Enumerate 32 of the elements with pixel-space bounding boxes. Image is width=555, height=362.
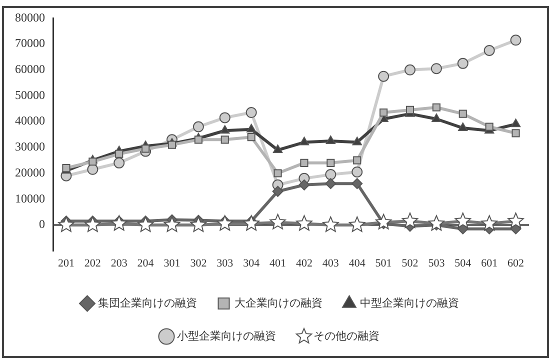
x-tick-label: 403 [322, 257, 340, 270]
x-tick-label: 401 [270, 257, 286, 270]
x-tick-label: 402 [296, 257, 312, 270]
y-tick-label: 40000 [15, 114, 45, 128]
x-tick-label: 404 [348, 257, 366, 270]
y-tick-label: 60000 [15, 62, 45, 76]
x-tick-label: 201 [58, 257, 74, 270]
y-tick-label: 20000 [15, 165, 45, 180]
legend-label: その他の融資 [314, 330, 380, 342]
legend-label: 大企業向けの融資 [234, 296, 322, 310]
y-tick-label: 70000 [15, 36, 45, 50]
x-tick-label: 503 [428, 257, 446, 270]
y-tick-label: 10000 [15, 191, 45, 206]
y-tick-label: 80000 [15, 10, 45, 24]
y-tick-label: 50000 [15, 88, 45, 102]
x-tick-label: 501 [375, 257, 392, 270]
x-tick-label: 202 [84, 257, 101, 270]
y-tick-label: 30000 [15, 140, 45, 154]
x-tick-label: 301 [164, 257, 180, 270]
x-tick-label: 203 [110, 257, 128, 270]
legend-label: 中型企業向けの融資 [360, 296, 459, 310]
x-tick-label: 302 [190, 257, 207, 270]
legend-label: 集団企業向けの融資 [98, 297, 197, 310]
x-tick-label: 601 [481, 257, 498, 270]
legend-label: 小型企業向けの融資 [177, 329, 276, 342]
x-tick-label: 304 [243, 257, 260, 270]
x-tick-label: 204 [137, 257, 154, 270]
y-tick-label: 0 [39, 217, 45, 232]
x-tick-label: 504 [454, 257, 472, 270]
x-tick-label: 303 [216, 257, 234, 270]
x-tick-label: 502 [402, 257, 418, 270]
x-tick-label: 602 [508, 257, 524, 270]
